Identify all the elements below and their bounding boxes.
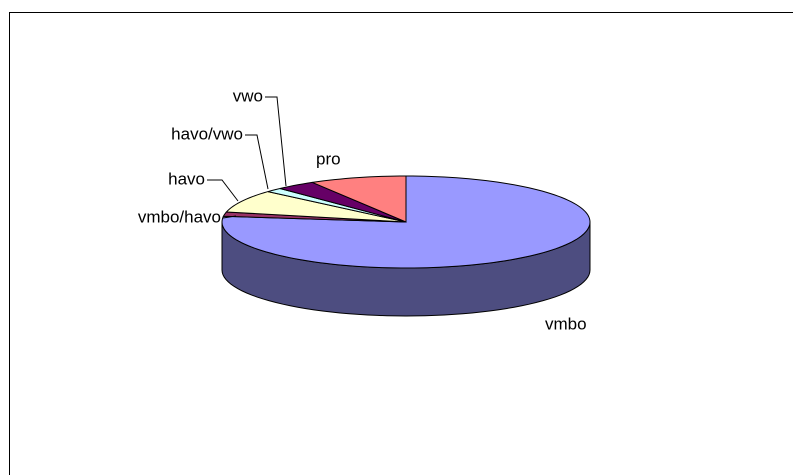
pie-slice <box>310 175 407 223</box>
labels: vmbo vmbo/havo havo havo/vwo vwo pro <box>138 86 587 333</box>
slice-label: pro <box>316 149 341 168</box>
slice-label: havo <box>168 169 205 188</box>
leader-line <box>245 134 269 190</box>
leader-line <box>265 96 287 187</box>
pie <box>221 175 591 317</box>
leader-line <box>222 215 237 219</box>
pie-slice <box>225 191 407 223</box>
pie-slice <box>279 181 407 223</box>
leader-line <box>207 179 239 202</box>
slice-label: vmbo/havo <box>138 207 221 226</box>
slice-label: vwo <box>233 86 263 105</box>
slice-label: vmbo <box>545 314 587 333</box>
slice-label: havo/vwo <box>171 124 243 143</box>
